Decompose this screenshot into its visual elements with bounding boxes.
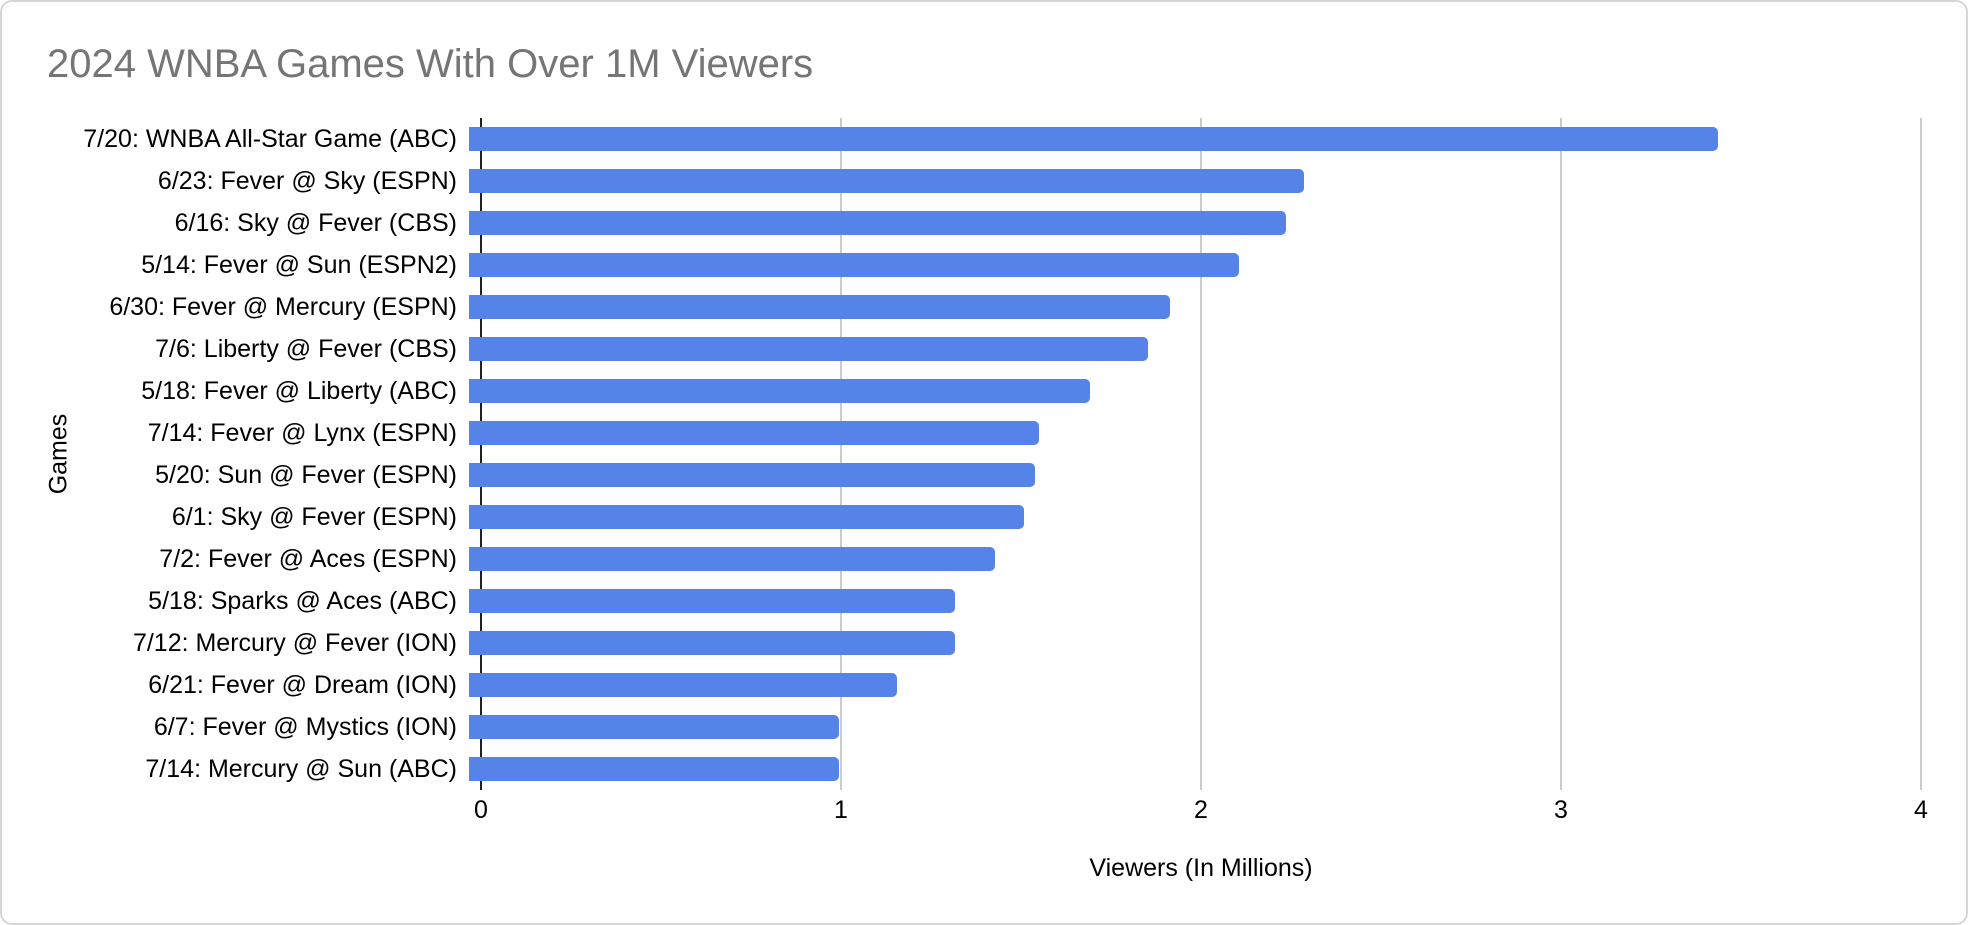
chart-row: 5/18: Fever @ Liberty (ABC) <box>2 370 1921 412</box>
chart-row: 7/14: Fever @ Lynx (ESPN) <box>2 412 1921 454</box>
chart-row: 6/1: Sky @ Fever (ESPN) <box>2 496 1921 538</box>
chart-row: 7/20: WNBA All-Star Game (ABC) <box>2 118 1921 160</box>
bar <box>469 421 1039 445</box>
category-label: 6/7: Fever @ Mystics (ION) <box>153 712 457 741</box>
x-tick-label: 0 <box>474 796 488 824</box>
bar-track <box>469 118 1921 160</box>
category-label: 5/20: Sun @ Fever (ESPN) <box>155 460 457 489</box>
x-axis-ticks: 0 1 2 3 4 <box>474 796 1928 826</box>
category-label: 5/18: Sparks @ Aces (ABC) <box>148 586 457 615</box>
bar-track <box>469 454 1921 496</box>
chart-title: 2024 WNBA Games With Over 1M Viewers <box>47 42 814 86</box>
category-label: 5/18: Fever @ Liberty (ABC) <box>141 376 457 405</box>
chart-row: 6/16: Sky @ Fever (CBS) <box>2 202 1921 244</box>
chart-row: 6/21: Fever @ Dream (ION) <box>2 664 1921 706</box>
bar-track <box>469 706 1921 748</box>
chart-row: 7/12: Mercury @ Fever (ION) <box>2 622 1921 664</box>
bar-track <box>469 370 1921 412</box>
bar <box>469 757 840 781</box>
bar <box>469 505 1025 529</box>
bar-track <box>469 244 1921 286</box>
chart-row: 5/18: Sparks @ Aces (ABC) <box>2 580 1921 622</box>
bar-track <box>469 622 1921 664</box>
bar <box>469 169 1304 193</box>
gridline-x-1 <box>840 118 842 790</box>
chart-row: 5/14: Fever @ Sun (ESPN2) <box>2 244 1921 286</box>
bar <box>469 379 1090 403</box>
category-label: 5/14: Fever @ Sun (ESPN2) <box>141 250 457 279</box>
bar <box>469 253 1239 277</box>
bar-track <box>469 538 1921 580</box>
bar <box>469 589 956 613</box>
y-axis-title: Games <box>44 413 73 495</box>
bar <box>469 631 956 655</box>
x-tick-label: 3 <box>1554 796 1568 824</box>
bar <box>469 463 1036 487</box>
chart-row: 7/6: Liberty @ Fever (CBS) <box>2 328 1921 370</box>
gridline-x-4 <box>1920 118 1922 790</box>
bar <box>469 547 996 571</box>
y-axis-line <box>480 118 482 790</box>
bar-track <box>469 748 1921 790</box>
bar <box>469 211 1286 235</box>
plot-gridlines <box>480 118 1922 790</box>
bar <box>469 295 1170 319</box>
x-tick-label: 4 <box>1914 796 1928 824</box>
x-axis-title: Viewers (In Millions) <box>1089 854 1313 882</box>
chart-row: 6/30: Fever @ Mercury (ESPN) <box>2 286 1921 328</box>
category-label: 6/16: Sky @ Fever (CBS) <box>174 208 457 237</box>
bar <box>469 337 1148 361</box>
category-label: 6/1: Sky @ Fever (ESPN) <box>171 502 457 531</box>
bar <box>469 127 1718 151</box>
category-label: 7/2: Fever @ Aces (ESPN) <box>159 544 457 573</box>
chart-row: 6/7: Fever @ Mystics (ION) <box>2 706 1921 748</box>
bar <box>469 673 898 697</box>
x-tick-label: 1 <box>834 796 848 824</box>
chart-row: 5/20: Sun @ Fever (ESPN) <box>2 454 1921 496</box>
bar-track <box>469 160 1921 202</box>
category-label: 7/12: Mercury @ Fever (ION) <box>132 628 457 657</box>
bar-track <box>469 412 1921 454</box>
bar-track <box>469 286 1921 328</box>
category-label: 7/6: Liberty @ Fever (CBS) <box>155 334 457 363</box>
category-label: 6/23: Fever @ Sky (ESPN) <box>157 166 457 195</box>
bar-track <box>469 496 1921 538</box>
bar-track <box>469 580 1921 622</box>
category-label: 7/20: WNBA All-Star Game (ABC) <box>83 124 457 153</box>
x-tick-label: 2 <box>1194 796 1208 824</box>
chart-row: 6/23: Fever @ Sky (ESPN) <box>2 160 1921 202</box>
category-label: 6/30: Fever @ Mercury (ESPN) <box>109 292 457 321</box>
chart-row: 7/14: Mercury @ Sun (ABC) <box>2 748 1921 790</box>
bar-track <box>469 664 1921 706</box>
bar <box>469 715 840 739</box>
gridline-x-3 <box>1560 118 1562 790</box>
bar-track <box>469 202 1921 244</box>
bar-track <box>469 328 1921 370</box>
category-label: 7/14: Fever @ Lynx (ESPN) <box>147 418 457 447</box>
category-label: 7/14: Mercury @ Sun (ABC) <box>145 754 457 783</box>
gridline-x-2 <box>1200 118 1202 790</box>
category-label: 6/21: Fever @ Dream (ION) <box>148 670 457 699</box>
chart-rows: 7/20: WNBA All-Star Game (ABC) 6/23: Feve… <box>2 118 1921 790</box>
chart-row: 7/2: Fever @ Aces (ESPN) <box>2 538 1921 580</box>
